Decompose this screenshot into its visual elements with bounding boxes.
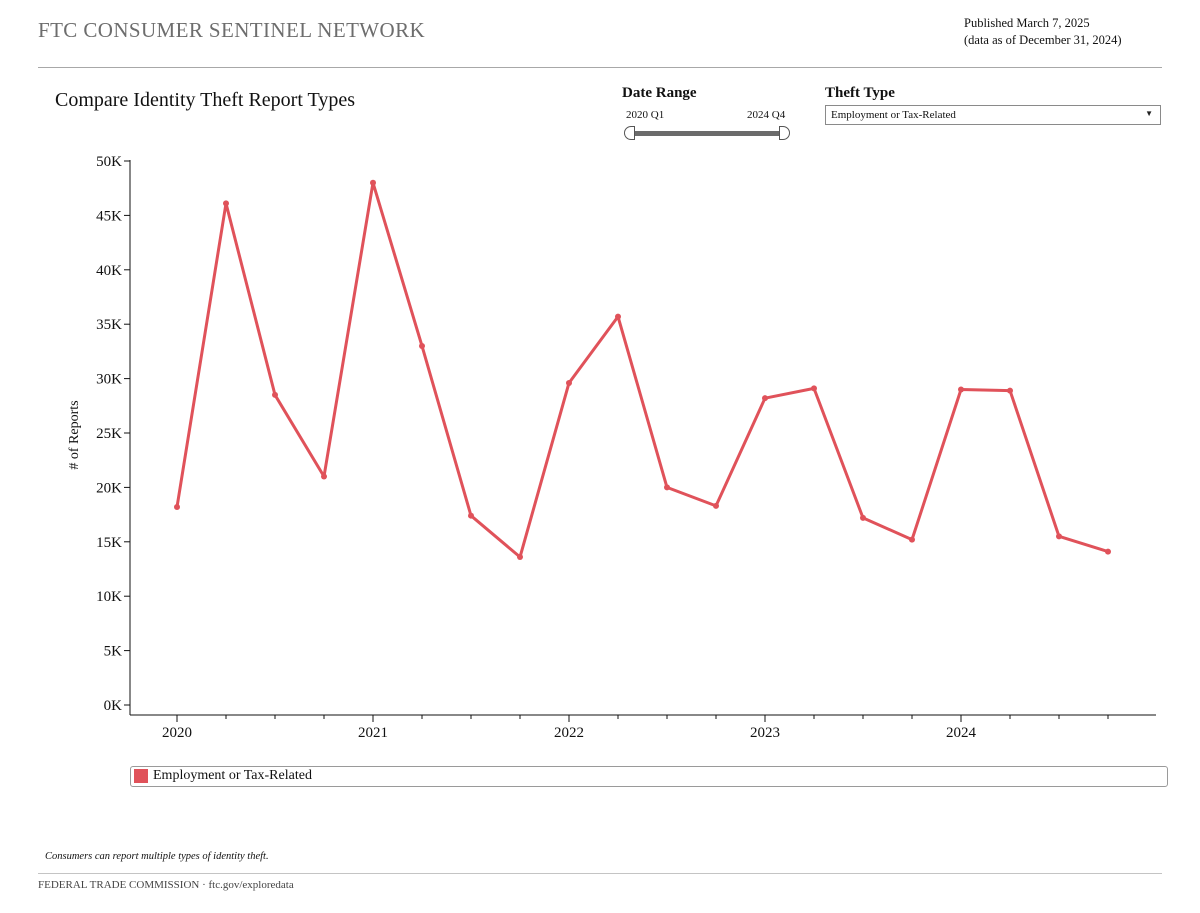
chart-title: Compare Identity Theft Report Types xyxy=(55,89,356,111)
data-point xyxy=(909,536,915,543)
date-range-label: Date Range xyxy=(622,85,697,101)
data-as-of: (data as of December 31, 2024) xyxy=(964,33,1122,47)
theft-type-value: Employment or Tax-Related xyxy=(831,109,956,121)
y-tick-label: 25K xyxy=(96,426,122,442)
slider-start-handle[interactable] xyxy=(624,126,635,140)
x-tick-label: 2021 xyxy=(358,725,388,741)
y-tick-label: 15K xyxy=(96,535,122,551)
data-point xyxy=(370,179,376,186)
data-point xyxy=(566,379,572,386)
series-line xyxy=(175,181,1110,559)
data-point xyxy=(762,395,768,402)
slider-track xyxy=(630,131,784,136)
legend-label: Employment or Tax-Related xyxy=(153,768,312,783)
legend-swatch xyxy=(134,769,148,783)
date-range-start: 2020 Q1 xyxy=(626,109,665,121)
data-point xyxy=(517,554,523,561)
x-tick-label: 2023 xyxy=(750,725,780,741)
y-tick-label: 30K xyxy=(96,372,122,388)
footer-divider xyxy=(38,873,1162,874)
data-point xyxy=(713,502,719,509)
x-tick-label: 2022 xyxy=(554,725,584,741)
data-point xyxy=(174,503,180,510)
y-tick-label: 0K xyxy=(104,698,123,714)
data-point xyxy=(958,386,964,393)
data-point xyxy=(419,342,425,349)
data-point xyxy=(1105,548,1111,555)
slider-end-handle[interactable] xyxy=(779,126,790,140)
y-tick-label: 5K xyxy=(104,644,123,660)
publication-info: Published March 7, 2025 (data as of Dece… xyxy=(964,15,1122,49)
y-tick-label: 20K xyxy=(96,480,122,496)
data-point xyxy=(272,391,278,398)
theft-type-label: Theft Type xyxy=(825,85,895,101)
footnote: Consumers can report multiple types of i… xyxy=(45,851,269,862)
brand-title: FTC CONSUMER SENTINEL NETWORK xyxy=(38,18,426,42)
date-range-slider[interactable] xyxy=(622,126,792,144)
data-point xyxy=(664,484,670,491)
data-point xyxy=(1007,387,1013,394)
y-tick-label: 45K xyxy=(96,208,122,224)
legend[interactable]: Employment or Tax-Related xyxy=(130,766,1168,787)
published-date: Published March 7, 2025 xyxy=(964,16,1090,30)
data-point xyxy=(615,313,621,320)
date-range-end: 2024 Q4 xyxy=(747,109,786,121)
data-point xyxy=(860,514,866,521)
data-point xyxy=(1056,533,1062,540)
y-tick-label: 35K xyxy=(96,317,122,333)
x-tick-label: 2020 xyxy=(162,725,192,741)
data-point xyxy=(811,385,817,392)
y-tick-label: 10K xyxy=(96,589,122,605)
footer-text: FEDERAL TRADE COMMISSION · ftc.gov/explo… xyxy=(38,879,294,891)
header-divider xyxy=(38,67,1162,68)
x-tick-label: 2024 xyxy=(946,725,977,741)
y-tick-label: 50K xyxy=(96,154,122,170)
y-tick-label: 40K xyxy=(96,263,122,279)
data-point xyxy=(223,200,229,207)
theft-type-select[interactable]: Employment or Tax-Related ▼ xyxy=(825,105,1161,125)
y-axis-label: # of Reports xyxy=(67,400,82,469)
caret-down-icon[interactable]: ▼ xyxy=(1145,109,1153,118)
data-point xyxy=(468,512,474,519)
data-point xyxy=(321,473,327,480)
